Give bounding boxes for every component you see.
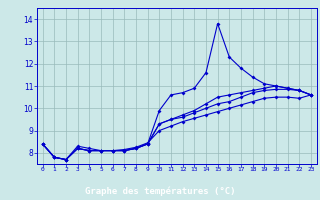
- Text: Graphe des températures (°C): Graphe des températures (°C): [85, 186, 235, 196]
